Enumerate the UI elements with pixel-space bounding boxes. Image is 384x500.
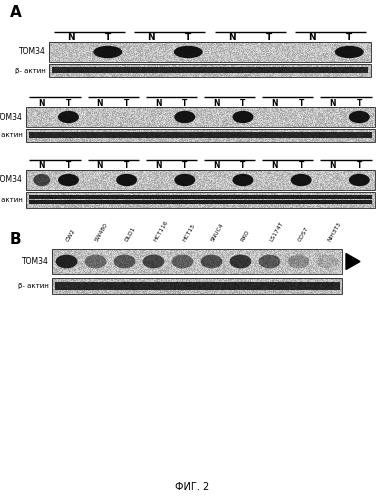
Text: B: B: [10, 232, 22, 247]
Text: T: T: [357, 98, 362, 108]
Text: N: N: [38, 162, 45, 170]
Text: T: T: [346, 34, 353, 42]
Text: T: T: [298, 162, 304, 170]
Bar: [52, 278, 342, 294]
Text: N: N: [155, 98, 161, 108]
Ellipse shape: [56, 254, 77, 268]
Ellipse shape: [84, 254, 106, 268]
Ellipse shape: [58, 111, 79, 123]
Text: TOM34: TOM34: [0, 112, 23, 122]
Text: TOM34: TOM34: [0, 176, 23, 184]
Ellipse shape: [232, 111, 253, 123]
Text: β- актин: β- актин: [0, 132, 23, 138]
Ellipse shape: [174, 111, 195, 123]
Text: T: T: [124, 98, 129, 108]
Text: CW2: CW2: [66, 228, 77, 242]
Ellipse shape: [349, 174, 370, 186]
Text: N: N: [97, 162, 103, 170]
Text: N: N: [147, 34, 155, 42]
Bar: [26, 129, 375, 142]
Text: T: T: [182, 162, 187, 170]
Text: ФИГ. 2: ФИГ. 2: [175, 482, 209, 492]
Ellipse shape: [58, 174, 79, 186]
Text: N: N: [329, 162, 336, 170]
Ellipse shape: [335, 46, 364, 58]
Text: N: N: [271, 162, 278, 170]
Text: RKO: RKO: [240, 229, 250, 242]
Bar: [49, 42, 371, 62]
Ellipse shape: [142, 254, 164, 268]
Text: N: N: [67, 34, 74, 42]
Text: T: T: [66, 162, 71, 170]
Ellipse shape: [174, 174, 195, 186]
Ellipse shape: [291, 174, 311, 186]
Ellipse shape: [33, 174, 50, 186]
Ellipse shape: [317, 254, 338, 268]
Text: N: N: [213, 98, 219, 108]
Text: SW480: SW480: [94, 222, 109, 242]
Text: N: N: [228, 34, 235, 42]
Text: SNUC4: SNUC4: [210, 222, 225, 242]
Text: N: N: [271, 98, 278, 108]
Ellipse shape: [349, 111, 370, 123]
Text: TOM34: TOM34: [22, 257, 49, 266]
Text: β- актин: β- актин: [0, 197, 23, 203]
Bar: [26, 170, 375, 190]
Text: T: T: [185, 34, 191, 42]
Text: T: T: [357, 162, 362, 170]
Text: HCT116: HCT116: [152, 220, 169, 242]
Ellipse shape: [174, 46, 203, 58]
Ellipse shape: [230, 254, 252, 268]
Text: β- актин: β- актин: [15, 68, 46, 73]
Text: N: N: [155, 162, 161, 170]
Text: T: T: [240, 162, 246, 170]
Text: T: T: [182, 98, 187, 108]
Bar: [26, 192, 375, 208]
Polygon shape: [346, 254, 360, 270]
Text: TOM34: TOM34: [19, 48, 46, 56]
Text: COS7: COS7: [298, 226, 310, 242]
Ellipse shape: [288, 254, 310, 268]
Text: NIH3T3: NIH3T3: [326, 221, 342, 242]
Bar: [52, 249, 342, 274]
Text: LS174T: LS174T: [268, 220, 284, 242]
Text: HCT15: HCT15: [182, 222, 196, 242]
Text: T: T: [240, 98, 246, 108]
Ellipse shape: [116, 174, 137, 186]
Text: T: T: [124, 162, 129, 170]
Ellipse shape: [114, 254, 136, 268]
Text: N: N: [329, 98, 336, 108]
Ellipse shape: [93, 46, 122, 58]
Text: N: N: [38, 98, 45, 108]
Text: N: N: [213, 162, 219, 170]
Text: T: T: [298, 98, 304, 108]
Text: N: N: [308, 34, 316, 42]
Text: DLD1: DLD1: [124, 226, 136, 242]
Text: A: A: [10, 5, 22, 20]
Ellipse shape: [259, 254, 280, 268]
Text: T: T: [66, 98, 71, 108]
Text: T: T: [266, 34, 272, 42]
Ellipse shape: [200, 254, 222, 268]
Ellipse shape: [172, 254, 194, 268]
Bar: [49, 64, 371, 77]
Text: β- актин: β- актин: [18, 283, 49, 289]
Bar: [26, 107, 375, 127]
Text: N: N: [97, 98, 103, 108]
Ellipse shape: [232, 174, 253, 186]
Text: T: T: [104, 34, 111, 42]
